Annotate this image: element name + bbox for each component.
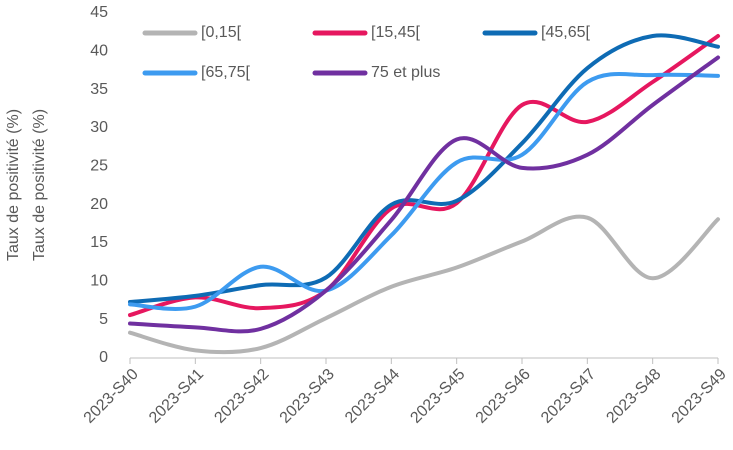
y-tick-label: 5 [99,311,108,328]
x-tick-label: 2023-S48 [603,366,664,427]
x-tick-label: 2023-S40 [81,366,142,427]
x-tick-label: 2023-S43 [277,366,338,427]
legend-label: [15,45[ [371,24,420,41]
y-axis-label-shadow: Taux de positivité (%) [5,109,22,261]
y-tick-label: 45 [90,4,108,21]
y-axis-label: Taux de positivité (%) [31,109,48,261]
y-tick-label: 0 [99,349,108,366]
series-line [128,34,720,318]
y-tick-label: 25 [90,158,108,175]
y-tick-label: 40 [90,43,108,60]
x-tick-label: 2023-S45 [407,366,468,427]
series-line [128,33,720,305]
legend-label: [45,65[ [541,24,590,41]
x-tick-label: 2023-S41 [146,366,207,427]
legend-label: [65,75[ [201,64,250,81]
y-tick-label: 30 [90,119,108,136]
y-tick-label: 20 [90,196,108,213]
x-tick-label: 2023-S44 [342,366,403,427]
series-line [128,71,720,311]
legend-label: [0,15[ [201,24,242,41]
x-tick-label: 2023-S46 [473,366,534,427]
y-tick-label: 35 [90,81,108,98]
y-tick-label: 15 [90,234,108,251]
x-tick-label: 2023-S49 [669,366,730,427]
legend-label: 75 et plus [371,64,440,81]
series-line [128,214,720,355]
series-line [128,55,720,334]
y-tick-label: 10 [90,273,108,290]
x-tick-label: 2023-S42 [211,366,272,427]
x-tick-label: 2023-S47 [538,366,599,427]
